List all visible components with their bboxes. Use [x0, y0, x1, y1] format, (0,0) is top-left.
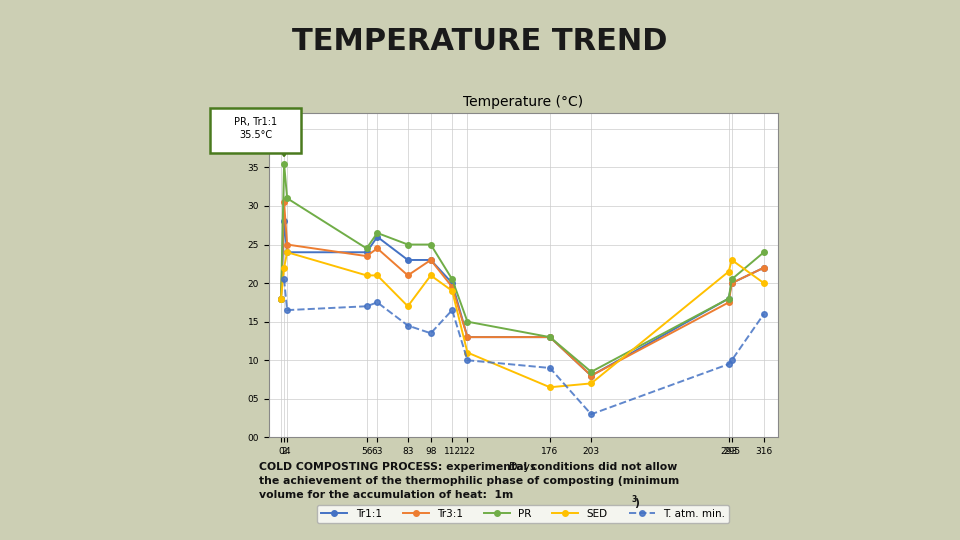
PR [758, 249, 770, 255]
Tr3:1 [278, 199, 290, 205]
SED [276, 295, 287, 302]
PR [425, 241, 437, 248]
Tr1:1 [276, 295, 287, 302]
T. atm. min. [281, 307, 293, 313]
SED [402, 303, 414, 309]
Tr3:1 [544, 334, 556, 340]
SED [281, 249, 293, 255]
PR [723, 295, 734, 302]
T. atm. min. [372, 299, 383, 306]
Line: Tr3:1: Tr3:1 [278, 199, 767, 379]
SED [462, 349, 473, 356]
Text: ): ) [635, 498, 639, 509]
Tr1:1 [402, 256, 414, 263]
SED [723, 268, 734, 275]
SED [544, 384, 556, 390]
T. atm. min. [446, 307, 458, 313]
Tr3:1 [425, 256, 437, 263]
SED [726, 256, 737, 263]
Line: SED: SED [278, 249, 767, 390]
PR [402, 241, 414, 248]
PR [446, 276, 458, 282]
SED [446, 288, 458, 294]
Tr3:1 [372, 245, 383, 252]
SED [278, 265, 290, 271]
PR [544, 334, 556, 340]
T. atm. min. [402, 322, 414, 329]
Tr1:1 [544, 334, 556, 340]
T. atm. min. [544, 364, 556, 371]
Text: TEMPERATURE TREND: TEMPERATURE TREND [292, 27, 668, 56]
Tr1:1 [462, 334, 473, 340]
X-axis label: Days: Days [510, 462, 537, 471]
Title: Temperature (°C): Temperature (°C) [463, 96, 584, 110]
Tr1:1 [281, 249, 293, 255]
Text: PR, Tr1:1
35.5°C: PR, Tr1:1 35.5°C [234, 117, 277, 140]
T. atm. min. [723, 361, 734, 367]
SED [425, 272, 437, 279]
T. atm. min. [586, 411, 597, 417]
SED [361, 272, 372, 279]
T. atm. min. [361, 303, 372, 309]
PR [586, 369, 597, 375]
Tr1:1 [758, 265, 770, 271]
SED [372, 272, 383, 279]
Tr3:1 [361, 253, 372, 259]
Tr1:1 [278, 218, 290, 225]
Tr3:1 [462, 334, 473, 340]
PR [462, 319, 473, 325]
Text: COLD COMPOSTING PROCESS: experimental conditions did not allow
the achievement o: COLD COMPOSTING PROCESS: experimental co… [259, 462, 680, 500]
SED [586, 380, 597, 387]
Tr3:1 [276, 295, 287, 302]
Tr1:1 [586, 373, 597, 379]
Tr3:1 [758, 265, 770, 271]
Tr1:1 [372, 234, 383, 240]
T. atm. min. [726, 357, 737, 363]
Line: Tr1:1: Tr1:1 [278, 219, 767, 379]
T. atm. min. [425, 330, 437, 336]
Tr3:1 [726, 280, 737, 286]
PR [361, 245, 372, 252]
Legend: Tr1:1, Tr3:1, PR, SED, T. atm. min.: Tr1:1, Tr3:1, PR, SED, T. atm. min. [317, 504, 730, 523]
T. atm. min. [462, 357, 473, 363]
Tr3:1 [723, 299, 734, 306]
Tr3:1 [281, 241, 293, 248]
PR [281, 195, 293, 201]
PR [726, 276, 737, 282]
Tr1:1 [425, 256, 437, 263]
Tr1:1 [726, 280, 737, 286]
Tr3:1 [586, 373, 597, 379]
PR [276, 295, 287, 302]
Tr3:1 [402, 272, 414, 279]
Line: T. atm. min.: T. atm. min. [281, 276, 767, 417]
Tr1:1 [446, 280, 458, 286]
SED [758, 280, 770, 286]
Tr3:1 [446, 284, 458, 290]
PR [278, 160, 290, 167]
Tr1:1 [723, 295, 734, 302]
PR [372, 230, 383, 236]
Text: 3: 3 [632, 495, 636, 504]
T. atm. min. [278, 276, 290, 282]
Line: PR: PR [278, 161, 767, 375]
T. atm. min. [758, 310, 770, 317]
Tr1:1 [361, 249, 372, 255]
